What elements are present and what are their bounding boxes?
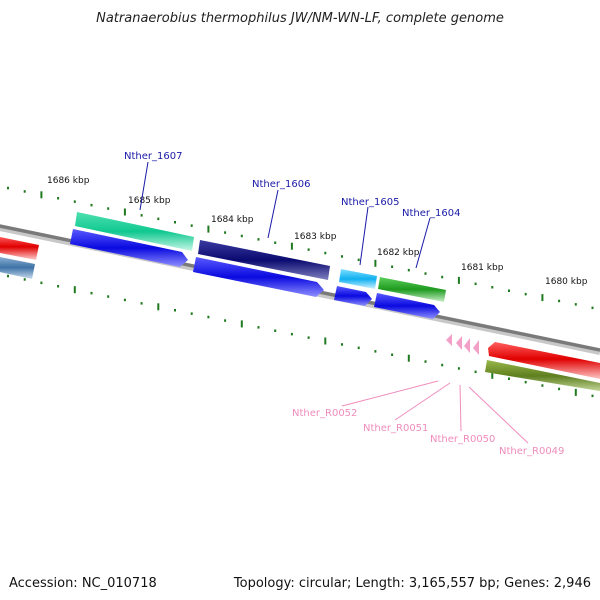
leader-nther-r0050 xyxy=(459,384,462,432)
tick-label-1680: 1680 kbp xyxy=(545,277,588,287)
leader-nther-1605 xyxy=(359,206,369,266)
cds-arrow-1604 xyxy=(374,293,440,319)
tick-label-1683: 1683 kbp xyxy=(294,232,337,242)
gene-nther-1606 xyxy=(198,240,330,280)
leader-nther-1606 xyxy=(267,189,279,239)
gene-right-olive xyxy=(485,360,600,392)
label-nther-r0052: Nther_R0052 xyxy=(292,408,357,419)
label-nther-r0050: Nther_R0050 xyxy=(430,434,495,445)
tick-label-1684: 1684 kbp xyxy=(211,215,254,225)
label-nther-r0051: Nther_R0051 xyxy=(363,423,428,434)
gene-nther-1605 xyxy=(339,269,377,289)
cds-arrow-1605 xyxy=(334,286,372,306)
label-nther-1607: Nther_1607 xyxy=(124,151,182,162)
accession-text: Accession: NC_010718 xyxy=(9,576,157,591)
outer-tick-row xyxy=(7,186,594,310)
tick-label-1686: 1686 kbp xyxy=(47,176,90,186)
trna-arrows xyxy=(446,334,479,355)
trna-nther-r0051 xyxy=(456,336,462,350)
leader-nther-1607 xyxy=(139,161,149,211)
tick-label-1681: 1681 kbp xyxy=(461,263,504,273)
genome-summary-text: Topology: circular; Length: 3,165,557 bp… xyxy=(233,576,591,591)
trna-nther-r0049 xyxy=(473,340,479,355)
leader-nther-r0051 xyxy=(394,382,451,421)
gene-left-steel xyxy=(0,257,35,279)
map-title: Natranaerobius thermophilus JW/NM-WN-LF,… xyxy=(96,11,504,26)
gene-right-red xyxy=(488,342,600,379)
trna-nther-r0052 xyxy=(446,334,452,346)
cds-arrow-1606 xyxy=(193,257,324,297)
trna-nther-r0050 xyxy=(464,338,470,353)
label-nther-1604: Nther_1604 xyxy=(402,208,460,219)
tick-label-1685: 1685 kbp xyxy=(128,196,171,206)
leader-nther-1604 xyxy=(415,217,431,269)
leader-nther-r0052 xyxy=(341,380,439,407)
gene-nther-1607 xyxy=(75,212,194,251)
gene-left-red xyxy=(0,237,39,260)
leader-nther-r0049 xyxy=(468,386,529,444)
label-nther-r0049: Nther_R0049 xyxy=(499,446,564,457)
label-nther-1606: Nther_1606 xyxy=(252,179,310,190)
label-nther-1605: Nther_1605 xyxy=(341,197,399,208)
gene-nther-1604 xyxy=(378,277,446,302)
tick-label-1682: 1682 kbp xyxy=(377,248,420,258)
cds-arrow-1607 xyxy=(70,229,188,267)
inner-tick-row xyxy=(7,274,594,398)
